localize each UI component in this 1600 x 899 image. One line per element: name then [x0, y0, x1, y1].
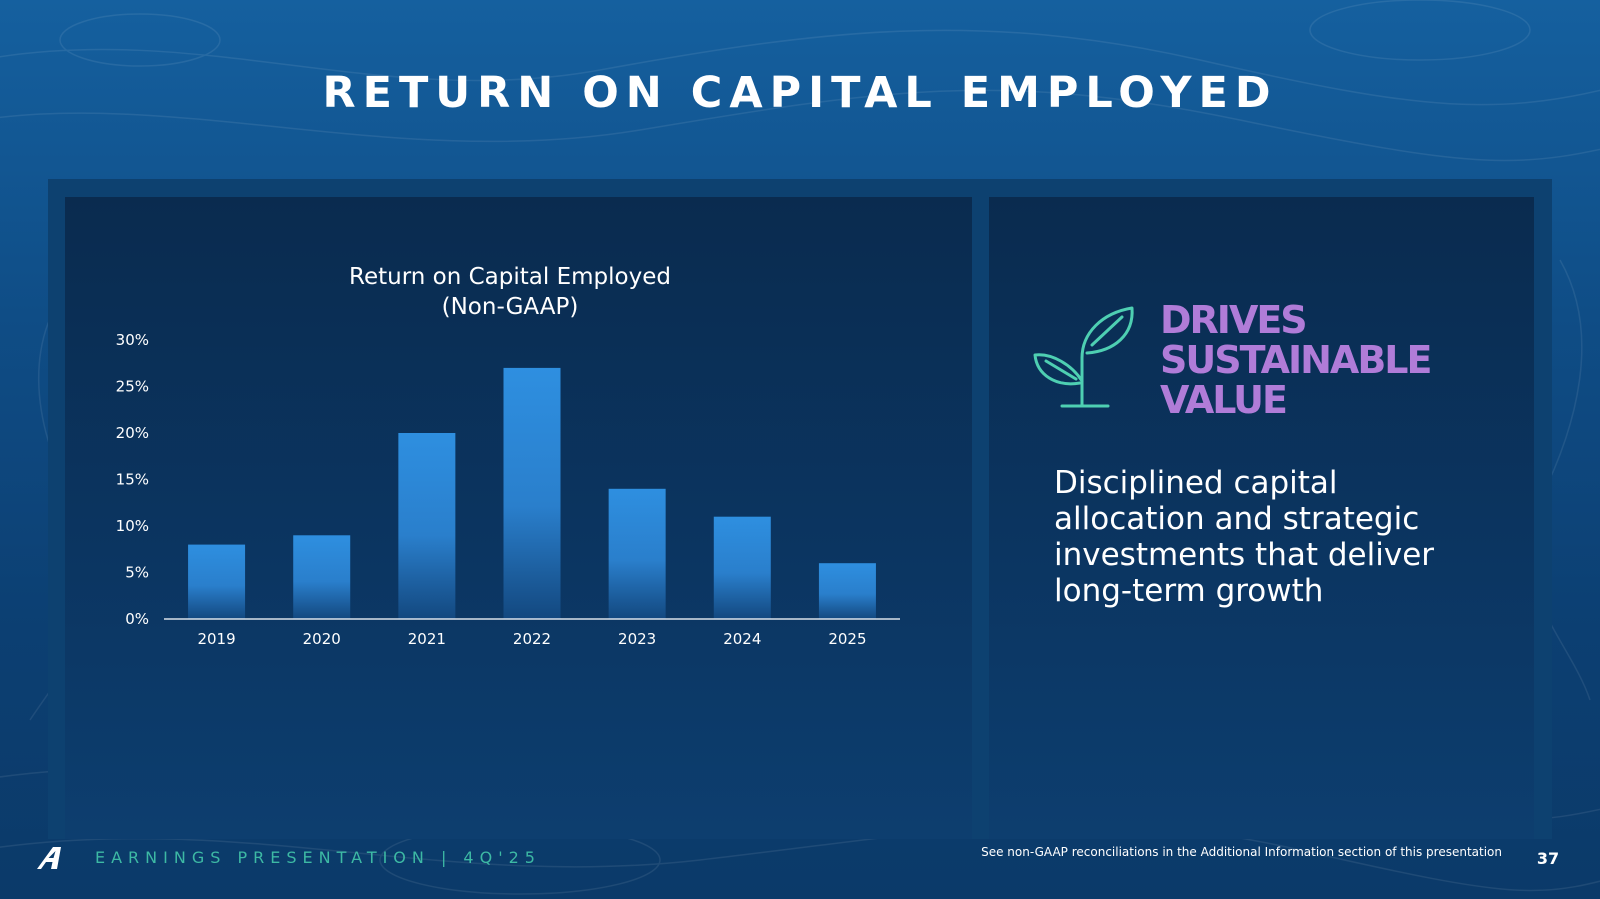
- headline-line-2: SUSTAINABLE: [1160, 338, 1432, 382]
- bar-2022: [503, 367, 561, 619]
- plant-icon: [1033, 306, 1134, 408]
- page-number: 37: [1536, 849, 1560, 868]
- y-tick-label: 30%: [116, 331, 149, 349]
- value-headline: DRIVES SUSTAINABLE VALUE: [1160, 300, 1540, 420]
- value-panel: [989, 197, 1534, 839]
- value-description: Disciplined capital allocation and strat…: [1054, 465, 1435, 609]
- headline-line-1: DRIVES: [1160, 298, 1308, 342]
- bar-2023: [608, 488, 666, 619]
- bar-2019: [188, 544, 246, 619]
- x-tick-label: 2024: [723, 630, 761, 648]
- x-tick-label: 2023: [618, 630, 656, 648]
- x-tick-label: 2019: [197, 630, 235, 648]
- bar-2020: [293, 535, 351, 619]
- x-tick-label: 2020: [303, 630, 341, 648]
- bar-2021: [398, 433, 456, 619]
- y-tick-label: 20%: [116, 424, 149, 442]
- chart-title-line-1: Return on Capital Employed: [349, 264, 671, 290]
- x-tick-label: 2025: [828, 630, 866, 648]
- y-tick-label: 15%: [116, 471, 149, 489]
- y-tick-label: 0%: [125, 610, 149, 628]
- x-tick-label: 2021: [408, 630, 446, 648]
- y-tick-label: 10%: [116, 517, 149, 535]
- headline-line-3: VALUE: [1160, 378, 1288, 422]
- y-tick-label: 25%: [116, 378, 149, 396]
- bar-2024: [713, 516, 771, 619]
- presentation-label: EARNINGS PRESENTATION | 4Q'25: [95, 848, 541, 867]
- x-tick-label: 2022: [513, 630, 551, 648]
- non-gaap-footnote: See non-GAAP reconciliations in the Addi…: [981, 845, 1502, 859]
- y-tick-label: 5%: [125, 564, 149, 582]
- slide-title: RETURN ON CAPITAL EMPLOYED: [322, 68, 1278, 118]
- bar-2025: [818, 563, 876, 619]
- chart-title-line-2: (Non-GAAP): [442, 294, 579, 320]
- airline-logo-icon: [37, 847, 61, 869]
